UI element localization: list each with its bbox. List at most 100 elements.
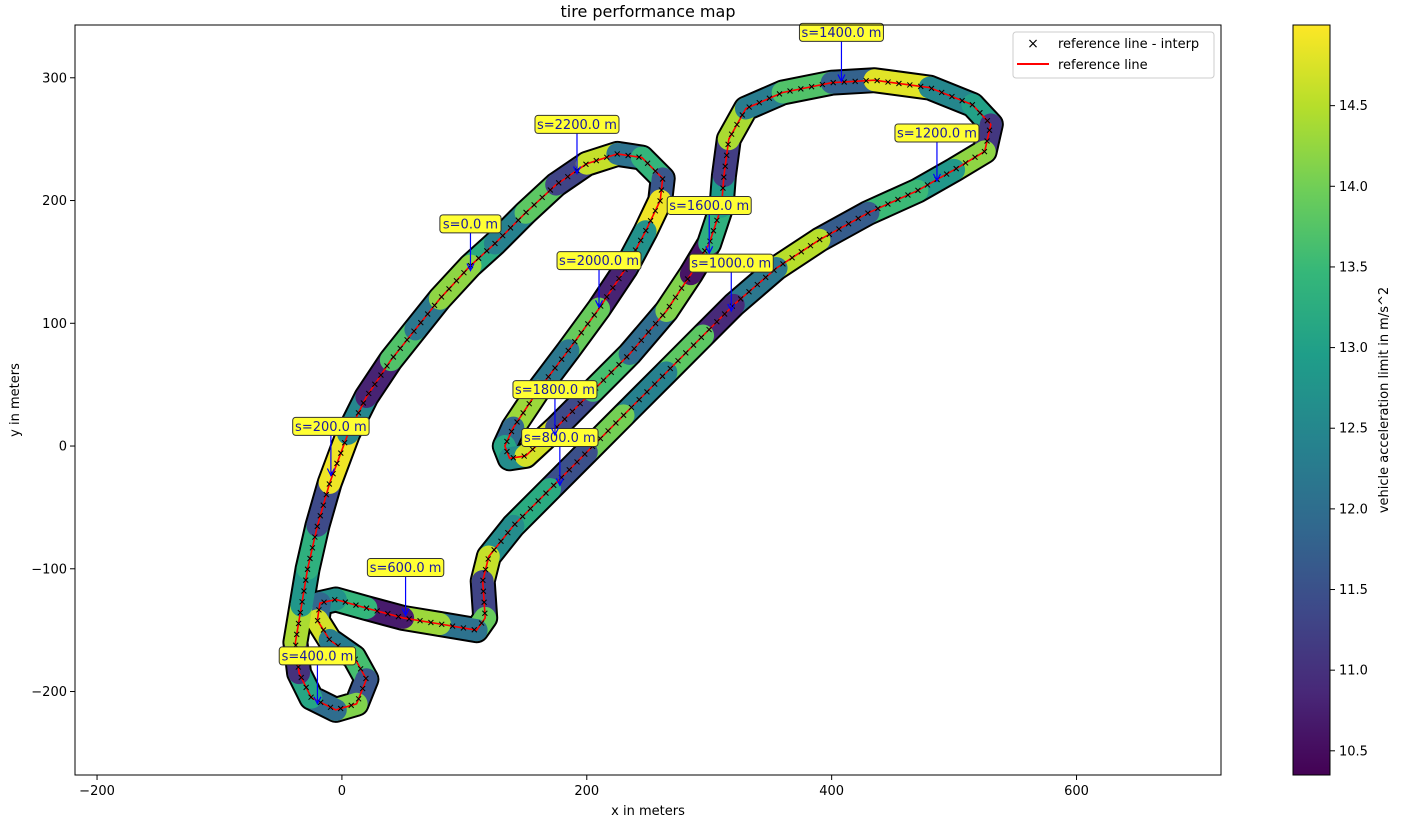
interp-marker (424, 311, 431, 317)
interp-marker (917, 83, 924, 90)
interp-marker (529, 446, 536, 453)
annotation-arrow-head (727, 303, 736, 313)
interp-marker (357, 665, 364, 672)
annotation: s=0.0 m (439, 214, 502, 272)
interp-marker (320, 627, 327, 633)
annotation-box (798, 22, 884, 42)
interp-marker (564, 173, 571, 180)
interp-marker (865, 210, 871, 216)
interp-marker (555, 180, 562, 186)
interp-marker (647, 217, 654, 224)
interp-marker (334, 460, 340, 467)
interp-marker (962, 160, 969, 166)
annotation: s=1800.0 m (512, 380, 598, 437)
annotation-arrow-head (555, 478, 564, 487)
interp-marker (569, 408, 576, 415)
interp-marker (475, 255, 482, 262)
x-axis-label: x in meters (611, 804, 685, 819)
interp-marker (498, 538, 504, 545)
interp-marker (638, 337, 645, 344)
interp-marker (521, 453, 528, 459)
interp-marker (417, 617, 423, 624)
interp-marker (906, 82, 913, 88)
interp-marker (471, 626, 478, 633)
interp-marker (720, 174, 727, 180)
interp-marker (616, 275, 622, 282)
interp-marker (374, 608, 381, 614)
interp-marker (578, 329, 585, 336)
colorbar-ticks: 10.5 11.0 11.5 12.0 12.5 13.0 13.5 14.0 14.5 (1330, 99, 1368, 759)
interp-marker (583, 161, 589, 168)
interp-marker (623, 353, 630, 360)
annotation: s=2000.0 m (556, 251, 642, 309)
interp-marker (659, 312, 666, 319)
interp-marker (308, 694, 314, 701)
interp-marker (666, 303, 673, 310)
interp-marker (558, 356, 565, 363)
y-tick-label: −100 (31, 562, 67, 577)
interp-marker (365, 390, 372, 397)
interp-marker (526, 400, 533, 407)
interp-marker (453, 277, 460, 284)
colorbar-gradient (1292, 24, 1331, 776)
interp-marker (603, 154, 610, 161)
annotation-arrow-head (705, 246, 714, 255)
interp-marker (523, 209, 529, 216)
interp-marker (600, 377, 607, 384)
annotation-box (534, 114, 620, 134)
interp-marker (949, 93, 955, 100)
interp-marker (337, 450, 344, 456)
interp-marker (512, 521, 518, 528)
interp-marker (574, 459, 580, 465)
interp-marker (499, 232, 506, 239)
y-tick-label: 100 (42, 317, 67, 332)
colorbar-tick-label: 10.5 (1339, 744, 1368, 759)
interp-marker (953, 165, 960, 172)
colorbar-tick-label: 14.5 (1339, 99, 1368, 114)
annotation-label: s=2000.0 m (559, 254, 639, 269)
interp-marker (397, 345, 404, 352)
interp-marker (492, 240, 498, 247)
colorbar-tick-label: 12.0 (1339, 502, 1368, 517)
interp-marker (667, 365, 674, 372)
interp-marker (657, 198, 663, 204)
interp-marker (406, 616, 413, 622)
interp-marker (845, 220, 852, 227)
interp-marker (543, 490, 549, 496)
interp-marker (739, 112, 746, 118)
interp-marker (710, 227, 717, 234)
interp-marker (378, 372, 384, 378)
annotation-box (439, 214, 502, 234)
interp-marker (896, 80, 902, 87)
interp-marker (652, 320, 659, 327)
annotation-box (278, 646, 357, 666)
interp-marker (323, 491, 330, 498)
interp-marker (593, 157, 600, 164)
interp-marker (972, 154, 978, 161)
interp-marker (353, 602, 359, 608)
interp-marker (684, 276, 691, 282)
annotation: s=1400.0 m (798, 22, 884, 83)
interp-marker (341, 439, 348, 446)
interp-marker (658, 187, 665, 193)
annotation-arrow-head (326, 468, 335, 477)
interp-marker (326, 481, 333, 487)
interp-marker (714, 318, 720, 325)
interp-marker (371, 381, 378, 388)
interp-marker (411, 328, 417, 335)
interp-marker (480, 588, 487, 595)
y-axis-label: y in meters (8, 363, 23, 437)
interp-marker (565, 347, 572, 354)
interp-marker (520, 409, 527, 416)
annotation: s=1200.0 m (894, 123, 980, 183)
interp-marker (830, 79, 837, 86)
y-tick-label: 200 (42, 194, 67, 209)
interp-marker (659, 373, 666, 380)
interp-marker (320, 502, 327, 509)
interp-marker (417, 319, 424, 326)
annotation-layer: s=0.0 m s=200.0 m s=400.0 m s=600.0 m s=800.… (278, 22, 980, 706)
interp-marker (303, 684, 310, 691)
interp-marker (924, 182, 931, 188)
interp-marker (491, 547, 497, 553)
interp-marker (312, 534, 318, 540)
